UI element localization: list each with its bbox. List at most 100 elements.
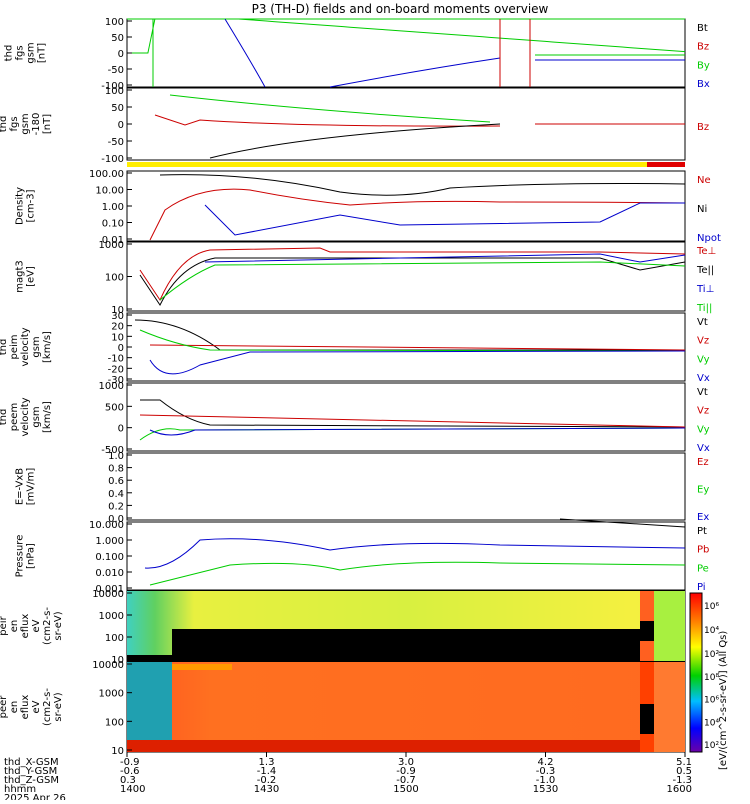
ylabel: gsm	[31, 336, 42, 357]
trace-pe	[149, 561, 686, 586]
colorbar-label: [eV/(cm^2-s-sr-eV)] (All Qs)	[718, 631, 729, 770]
colorbar-tick: 10²	[704, 741, 719, 751]
ytick-label: 0.010	[95, 568, 124, 579]
legend-efield-ex: Ex	[697, 512, 709, 523]
ytick-label: 0.0	[108, 514, 124, 525]
ytick-label: 1000	[99, 381, 124, 392]
ylabel: Pressure	[15, 535, 26, 578]
ytick-label: 10	[111, 746, 124, 757]
legend-peim_vel-vt: Vt	[697, 317, 708, 328]
ytick-label: 10	[111, 305, 124, 316]
trace-vz-i	[149, 344, 686, 351]
legend-pressure-pi: Pi	[697, 582, 706, 593]
x-tick-value: 1400	[120, 784, 145, 795]
ytick-label: 500	[105, 402, 124, 413]
ytick-label: 1000	[99, 689, 124, 700]
colorbar-tick: 10⁸	[704, 673, 719, 683]
legend-temperature-ti: Ti⊥	[696, 284, 714, 295]
x-tick-value: -0.2	[257, 775, 277, 786]
x-tick-value: 4.2	[538, 757, 554, 768]
ytick-label: 0.2	[108, 501, 124, 512]
trace-tipar	[159, 261, 686, 301]
ylabel: fgs	[9, 116, 20, 131]
trace-by	[127, 18, 686, 54]
ylabel: thd	[0, 409, 9, 426]
x-tick-value: 1500	[393, 784, 418, 795]
legend-fgs-bz: Bz	[697, 42, 709, 53]
trace-ne	[159, 174, 686, 196]
ylabel: velocity	[20, 327, 31, 366]
ylabel: E=-VxB	[15, 468, 26, 505]
ylabel: thd	[0, 339, 9, 356]
trace-bx-arc	[224, 18, 266, 88]
legend-fgs-bt: Bt	[697, 23, 708, 34]
x-row-label: thd_X-GSM	[4, 757, 59, 768]
spectrogram-ion-bottom	[127, 655, 685, 661]
ytick-label: 1000	[99, 611, 124, 622]
ylabel: eflux	[20, 614, 31, 639]
ylabel: gsm	[31, 406, 42, 427]
ylabel: en	[9, 701, 20, 714]
ytick-label: -10	[108, 354, 124, 365]
x-row-label: thd_Y-GSM	[4, 766, 57, 777]
x-tick-value: -0.7	[396, 775, 416, 786]
trace-npot	[204, 202, 685, 236]
colorbar-tick: 10⁶	[704, 696, 719, 706]
colorbar-tick: 10⁴	[704, 718, 719, 728]
ylabel: [nT]	[37, 43, 48, 63]
ylabel: (cm2-s-	[42, 607, 53, 645]
ytick-label: 0	[118, 424, 124, 435]
ylabel: peem	[9, 403, 20, 431]
trace-vz-e	[139, 414, 686, 428]
trace-pi	[144, 538, 686, 569]
ylabel: eV	[31, 619, 42, 632]
x-tick-value: -1.3	[672, 775, 692, 786]
ytick-label: 100	[105, 717, 124, 728]
ytick-label: 100	[105, 86, 124, 97]
x-tick-value: 1.3	[259, 757, 275, 768]
page-title: P3 (TH-D) fields and on-board moments ov…	[252, 2, 549, 16]
legend-pressure-pb: Pb	[697, 545, 709, 556]
ytick-label: 10000	[92, 660, 124, 671]
ytick-label: 0	[118, 120, 124, 131]
ylabel: peim	[9, 334, 20, 359]
panel-frame-density	[126, 170, 686, 242]
legend-peim_vel-vz: Vz	[697, 336, 709, 347]
ytick-label: -30	[108, 375, 124, 386]
ylabel: eV	[31, 700, 42, 713]
legend-density-npot: Npot	[697, 233, 721, 244]
ytick-label: 100	[105, 633, 124, 644]
trace-et	[559, 518, 686, 528]
ylabel: [nT]	[42, 114, 53, 134]
x-tick-value: -0.3	[536, 766, 556, 777]
trace-vx-i	[149, 350, 686, 375]
ytick-label: -50	[108, 65, 124, 76]
ytick-label: 20	[111, 322, 124, 333]
x-tick-value: 1530	[533, 784, 558, 795]
ytick-label: 10.00	[95, 186, 124, 197]
spectrogram-ele-end	[654, 662, 685, 752]
trace-vy-e	[139, 427, 686, 441]
ylabel: [cm-3]	[26, 189, 37, 222]
legend-temperature-ti: Ti||	[696, 303, 712, 314]
legend-temperature-te: Te⊥	[696, 246, 716, 257]
legend-pressure-pt: Pt	[697, 526, 707, 537]
ytick-label: 0.01	[102, 235, 124, 246]
ytick-label: 0.8	[108, 464, 124, 475]
legend-efield-ey: Ey	[697, 485, 709, 496]
ylabel: [eV]	[26, 266, 37, 287]
legend-density-ne: Ne	[697, 175, 711, 186]
ylabel: [nPa]	[26, 543, 37, 569]
ytick-label: -20	[108, 364, 124, 375]
panel-frame-peem_vel	[126, 382, 686, 452]
ylabel: thd	[0, 116, 9, 133]
x-tick-value: 0.3	[120, 775, 136, 786]
ylabel: [km/s]	[42, 401, 53, 433]
colorbar-tick: 10²	[704, 650, 719, 660]
colorbar: [eV/(cm^2-s-sr-eV)] (All Qs)	[689, 592, 729, 770]
x-tick-value: 1430	[254, 784, 279, 795]
ytick-label: -500	[101, 445, 124, 456]
legend-peem_vel-vx: Vx	[697, 443, 710, 454]
